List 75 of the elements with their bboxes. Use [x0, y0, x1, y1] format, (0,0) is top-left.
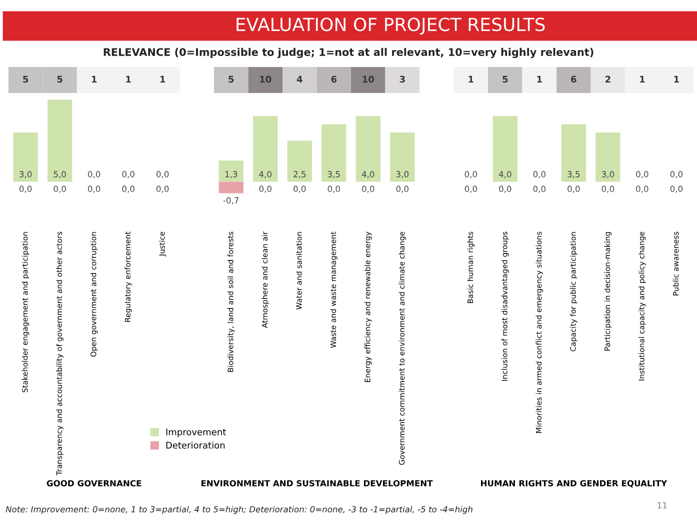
chart-subtitle: RELEVANCE (0=Impossible to judge; 1=not at all relevant, 10=very highly relevant)	[104, 48, 594, 58]
data-label: 1	[468, 76, 474, 82]
data-label: 0,0	[464, 171, 477, 178]
data-label: 0,0	[636, 171, 648, 178]
data-label: 0,0	[328, 186, 340, 193]
data-label: 0,0	[122, 186, 134, 193]
data-label: 6	[571, 76, 576, 83]
data-label: 5	[228, 76, 234, 83]
data-label: 6	[331, 76, 337, 83]
data-label: 0,0	[499, 186, 512, 193]
data-label: 4,0	[498, 171, 512, 178]
data-label: 0,0	[568, 186, 580, 193]
text: ENVIRONMENT AND SUSTAINABLE DEVELOPMENT	[201, 480, 433, 486]
data-label: 0,0	[362, 186, 374, 193]
data-label: 0,0	[122, 171, 134, 178]
text: Note: Improvement: 0=none, 1 to 3=partial, 4 to 5=high; Deterioration: 0=none, -3 to -1=partial, -5 to -4=high	[6, 506, 472, 514]
data-label: 0,0	[156, 186, 169, 193]
data-label: 0,0	[88, 186, 100, 193]
data-label: -0,7	[223, 197, 239, 204]
data-label: 10	[362, 76, 374, 83]
data-label: 4,0	[259, 171, 272, 178]
data-label: 0,0	[533, 186, 546, 193]
data-label: 4	[296, 76, 302, 82]
data-label: 0,0	[294, 186, 306, 193]
text: HUMAN RIGHTS AND GENDER EQUALITY	[481, 480, 668, 488]
data-label: 5	[502, 76, 508, 83]
data-label: 5,0	[54, 171, 66, 178]
data-label: 4,0	[362, 171, 374, 178]
bar	[356, 116, 380, 182]
data-label: 0,0	[259, 186, 272, 193]
data-label: 0,0	[156, 171, 169, 178]
data-label: 3,5	[568, 171, 580, 178]
data-label: 0,0	[670, 171, 683, 178]
data-label: 1	[126, 76, 131, 82]
data-label: 0,0	[670, 186, 683, 193]
data-label: 5	[57, 76, 62, 83]
bar	[253, 116, 278, 182]
data-label: 3,0	[396, 171, 408, 178]
data-label: 1,3	[225, 171, 238, 178]
text: 11	[658, 502, 667, 508]
data-label: 3,0	[20, 171, 32, 178]
data-label: 0,0	[533, 171, 546, 178]
data-label: 0,0	[19, 186, 32, 193]
data-label: 0,0	[54, 186, 66, 193]
data-label: 5	[23, 76, 28, 83]
data-label: 1	[674, 76, 679, 82]
bar	[287, 140, 312, 182]
data-label: 10	[260, 76, 272, 83]
data-label: 2,5	[294, 171, 306, 178]
legend-label: Deterioration	[166, 442, 225, 449]
bar	[596, 132, 620, 182]
bar	[13, 132, 38, 182]
bar	[492, 116, 518, 182]
data-label: 0,0	[464, 186, 477, 193]
data-label: 1	[160, 76, 166, 82]
text: GOOD GOVERNANCE	[46, 480, 142, 486]
data-label: 0,0	[636, 186, 648, 193]
legend-label: Improvement	[166, 428, 226, 438]
bar	[561, 124, 586, 182]
data-label: 0,0	[602, 186, 614, 193]
data-label: 0,0	[396, 186, 408, 193]
data-label: 1	[640, 76, 645, 82]
data-label: 0,0	[88, 171, 100, 178]
data-label: 3,0	[602, 171, 614, 178]
data-label: 1	[92, 76, 97, 82]
chart-title: EVALUATION OF PROJECT RESULTS	[236, 18, 545, 35]
bar	[390, 132, 415, 182]
data-label: 3	[400, 76, 405, 83]
bar	[218, 160, 244, 182]
data-label: 3,5	[328, 171, 340, 178]
bar	[322, 124, 346, 182]
bar	[47, 100, 72, 182]
bar	[218, 182, 244, 194]
data-label: 1	[537, 76, 542, 82]
data-label: 2	[606, 76, 610, 82]
